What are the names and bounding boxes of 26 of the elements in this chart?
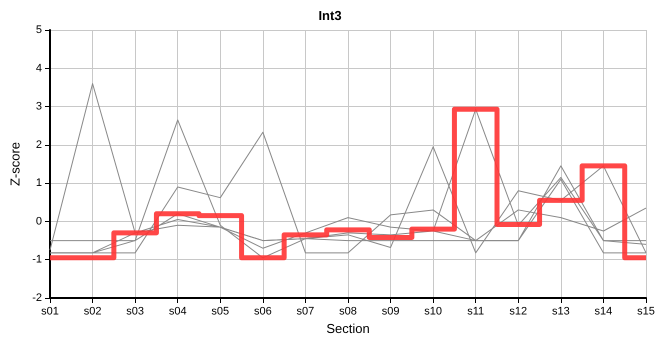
x-tick-label: s03 xyxy=(126,306,144,318)
x-tick-label: s12 xyxy=(509,306,528,318)
x-tick-label: s05 xyxy=(211,306,230,318)
x-tick-label: s04 xyxy=(168,306,187,318)
chart-title: Int3 xyxy=(318,8,342,23)
y-tick-label: 0 xyxy=(36,215,42,228)
y-axis-title: Z-score xyxy=(7,142,22,186)
x-tick-label: s07 xyxy=(296,306,314,318)
y-tick-label: 4 xyxy=(36,62,42,74)
y-tick-label: 2 xyxy=(36,138,42,151)
x-tick-label: s10 xyxy=(424,306,442,318)
x-tick-label: s01 xyxy=(41,306,59,318)
x-tick-label: s06 xyxy=(254,306,272,318)
y-tick-label: 3 xyxy=(36,100,42,113)
x-tick-label: s02 xyxy=(84,306,102,318)
y-tick-label: 1 xyxy=(36,177,42,190)
x-tick-label: s13 xyxy=(552,306,570,318)
x-tick-label: s09 xyxy=(382,306,400,318)
y-tick-label: -2 xyxy=(32,292,42,304)
x-tick-label: s11 xyxy=(467,306,484,318)
y-tick-label: 5 xyxy=(36,24,42,36)
x-tick-label: s15 xyxy=(637,306,655,318)
x-tick-label: s14 xyxy=(594,306,612,318)
x-tick-label: s08 xyxy=(339,306,357,318)
y-tick-label: -1 xyxy=(32,254,42,266)
x-axis-title: Section xyxy=(326,321,370,336)
